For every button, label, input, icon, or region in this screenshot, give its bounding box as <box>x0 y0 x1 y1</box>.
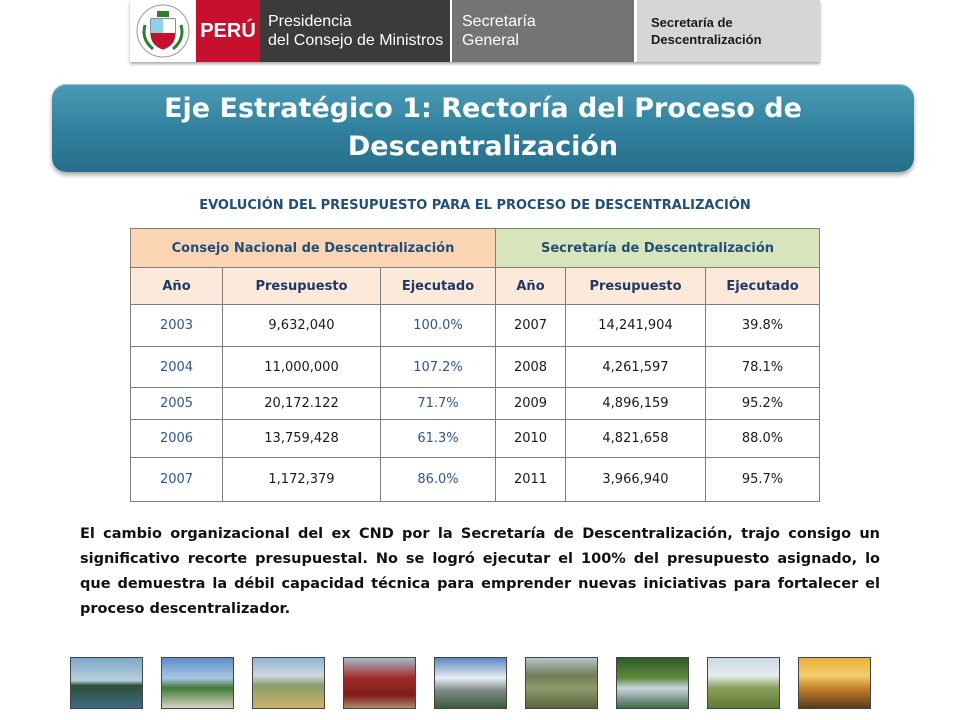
photo-forest <box>616 657 689 709</box>
peru-label: PERÚ <box>196 0 260 62</box>
secretaria-line2: General <box>462 32 519 49</box>
photo-red-building <box>343 657 416 709</box>
table-row: 2006 13,759,428 61.3% 2010 4,821,658 88.… <box>130 419 820 458</box>
column-header-row: Año Presupuesto Ejecutado Año Presupuest… <box>130 267 820 305</box>
cell-executed: 107.2% <box>380 346 496 388</box>
secretaria-descentralizacion-block: Secretaría de Descentralización <box>634 0 820 62</box>
group-header-sd: Secretaría de Descentralización <box>495 228 820 268</box>
photo-strip <box>70 657 871 709</box>
cell-executed: 86.0% <box>380 457 496 502</box>
cell-budget: 3,966,940 <box>565 457 706 502</box>
cell-year: 2004 <box>130 346 223 388</box>
cell-year: 2006 <box>130 419 223 458</box>
table-row: 2007 1,172,379 86.0% 2011 3,966,940 95.7… <box>130 457 820 502</box>
descentralizacion-line1: Secretaría de <box>651 15 733 30</box>
photo-mountain-field <box>252 657 325 709</box>
cell-executed: 95.7% <box>705 457 820 502</box>
cell-year: 2009 <box>495 387 566 420</box>
page-title: Eje Estratégico 1: Rectoría del Proceso … <box>164 93 802 162</box>
presidencia-line2: del Consejo de Ministros <box>268 32 444 49</box>
cell-year: 2003 <box>130 304 223 347</box>
budget-table: Consejo Nacional de Descentralización Se… <box>130 228 820 502</box>
col-header-budget: Presupuesto <box>565 267 706 305</box>
cell-budget: 4,821,658 <box>565 419 706 458</box>
col-header-executed: Ejecutado <box>380 267 496 305</box>
cell-budget: 4,261,597 <box>565 346 706 388</box>
coat-of-arms <box>130 0 196 62</box>
descentralizacion-line2: Descentralización <box>651 32 762 47</box>
cell-executed: 61.3% <box>380 419 496 458</box>
photo-sunset <box>798 657 871 709</box>
secretaria-line1: Secretaría <box>462 13 536 30</box>
cell-year: 2007 <box>495 304 566 347</box>
cell-budget: 11,000,000 <box>222 346 381 388</box>
presidencia-line1: Presidencia <box>268 13 352 30</box>
photo-lake <box>70 657 143 709</box>
cell-executed: 78.1% <box>705 346 820 388</box>
cell-year: 2008 <box>495 346 566 388</box>
cell-budget: 13,759,428 <box>222 419 381 458</box>
col-header-year: Año <box>130 267 223 305</box>
table-subtitle: EVOLUCIÓN DEL PRESUPUESTO PARA EL PROCES… <box>199 198 751 213</box>
cell-budget: 14,241,904 <box>565 304 706 347</box>
cell-budget: 9,632,040 <box>222 304 381 347</box>
photo-green-plain <box>707 657 780 709</box>
cell-year: 2005 <box>130 387 223 420</box>
cell-executed: 95.2% <box>705 387 820 420</box>
photo-snow-peak <box>434 657 507 709</box>
cell-budget: 4,896,159 <box>565 387 706 420</box>
secretaria-general-block: Secretaría General <box>450 0 634 62</box>
photo-machu-picchu <box>525 657 598 709</box>
group-header-cnd: Consejo Nacional de Descentralización <box>130 228 496 268</box>
cell-executed: 88.0% <box>705 419 820 458</box>
cell-year: 2007 <box>130 457 223 502</box>
presidencia-block: Presidencia del Consejo de Ministros <box>260 0 450 62</box>
col-header-year: Año <box>495 267 566 305</box>
table-row: 2003 9,632,040 100.0% 2007 14,241,904 39… <box>130 304 820 347</box>
photo-palms-city <box>161 657 234 709</box>
cell-budget: 1,172,379 <box>222 457 381 502</box>
cell-budget: 20,172.122 <box>222 387 381 420</box>
cell-executed: 100.0% <box>380 304 496 347</box>
cell-executed: 71.7% <box>380 387 496 420</box>
cell-year: 2011 <box>495 457 566 502</box>
group-header-row: Consejo Nacional de Descentralización Se… <box>130 228 820 268</box>
table-row: 2005 20,172.122 71.7% 2009 4,896,159 95.… <box>130 387 820 420</box>
coat-of-arms-icon <box>136 4 190 58</box>
title-banner: Eje Estratégico 1: Rectoría del Proceso … <box>52 84 914 172</box>
col-header-budget: Presupuesto <box>222 267 381 305</box>
summary-paragraph: El cambio organizacional del ex CND por … <box>80 526 880 617</box>
header-banner: PERÚ Presidencia del Consejo de Ministro… <box>130 0 820 62</box>
cell-year: 2010 <box>495 419 566 458</box>
cell-executed: 39.8% <box>705 304 820 347</box>
table-row: 2004 11,000,000 107.2% 2008 4,261,597 78… <box>130 346 820 388</box>
col-header-executed: Ejecutado <box>705 267 820 305</box>
